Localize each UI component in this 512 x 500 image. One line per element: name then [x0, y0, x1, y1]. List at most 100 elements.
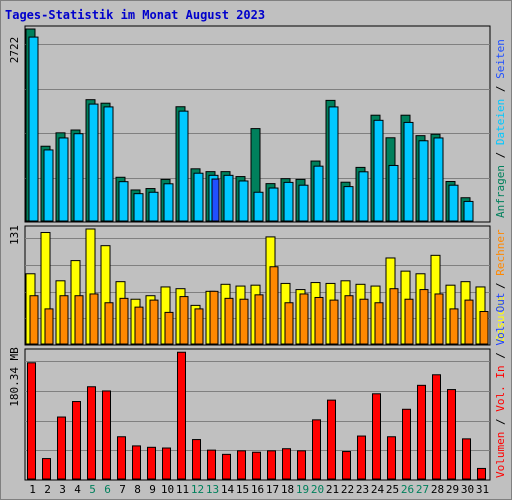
dateien-bar — [43, 149, 54, 222]
volumen-bar — [162, 447, 171, 480]
legend-item: Anfragen — [494, 165, 507, 218]
volumen-bar — [327, 399, 336, 480]
x-tick-label: 21 — [326, 483, 339, 496]
side-legends: Anfragen / Dateien / Seiten Besuche / Rec… — [494, 39, 507, 478]
dateien-bar — [373, 119, 384, 222]
volumen-bar — [252, 451, 261, 480]
dateien-bar — [403, 121, 414, 222]
rechner-bar — [299, 293, 309, 345]
legend-separator: / — [494, 276, 507, 296]
dateien-bar — [193, 172, 204, 222]
dateien-bar — [73, 133, 84, 222]
rechner-bar — [89, 293, 99, 345]
dateien-bar — [178, 110, 189, 222]
dateien-bar — [118, 181, 129, 222]
legend-separator: / — [494, 145, 507, 165]
volumen-bar — [447, 389, 456, 480]
volumen-bar — [192, 439, 201, 480]
x-tick-label: 6 — [104, 483, 111, 496]
volumen-bar — [147, 446, 156, 480]
dateien-bar — [358, 171, 369, 222]
legend-item: Seiten — [494, 39, 507, 79]
y-axis-labels: 2722 131 180.34 MB — [8, 37, 21, 407]
dateien-bar — [388, 164, 399, 222]
x-tick-label: 25 — [386, 483, 399, 496]
dateien-bar — [238, 180, 249, 222]
x-tick-label: 24 — [371, 483, 385, 496]
volumen-bar — [207, 449, 216, 480]
x-tick-label: 8 — [134, 483, 141, 496]
volumen-bar — [402, 408, 411, 480]
volumen-bar — [462, 438, 471, 480]
rechner-bar — [119, 297, 129, 345]
dateien-bar — [88, 103, 99, 222]
volumen-bar — [312, 419, 321, 480]
legend-separator: / — [494, 79, 507, 99]
visits-legend: Besuche / Rechner — [494, 229, 507, 342]
rechner-bar — [329, 299, 339, 345]
x-tick-label: 28 — [431, 483, 444, 496]
legend-item: Volumen — [494, 432, 507, 478]
rechner-bar — [269, 266, 279, 345]
x-tick-label: 16 — [251, 483, 264, 496]
rechner-bar — [389, 288, 399, 345]
volumen-bar — [387, 436, 396, 480]
rechner-bar — [164, 311, 174, 345]
volumen-bar — [432, 374, 441, 480]
dateien-bar — [223, 174, 234, 222]
rechner-bar — [404, 298, 414, 345]
dateien-bar — [253, 191, 264, 222]
dateien-bar — [148, 191, 159, 222]
rechner-bar — [44, 308, 54, 345]
dateien-bar — [433, 137, 444, 222]
x-tick-label: 30 — [461, 483, 474, 496]
volume-legend: Volumen / Vol. In / Vol. Out — [494, 293, 507, 478]
rechner-bar — [29, 295, 39, 345]
x-tick-label: 26 — [401, 483, 414, 496]
hits-ytick-label: 2722 — [8, 37, 21, 64]
hits-panel — [24, 25, 491, 223]
volumen-bar — [267, 450, 276, 480]
volumen-bar — [132, 445, 141, 480]
volumen-bar — [27, 362, 36, 480]
x-tick-label: 18 — [281, 483, 294, 496]
volumen-bar — [57, 416, 66, 480]
dateien-bar — [283, 181, 294, 222]
volumen-bar — [87, 386, 96, 480]
rechner-bar — [419, 289, 429, 345]
rechner-bar — [224, 297, 234, 345]
x-tick-label: 10 — [161, 483, 174, 496]
volumen-bar — [237, 450, 246, 480]
dateien-bar — [133, 193, 144, 222]
rechner-bar — [344, 295, 354, 345]
x-tick-label: 20 — [311, 483, 324, 496]
visits-panel — [24, 225, 491, 346]
volumen-bar — [342, 451, 351, 480]
dateien-bar — [163, 183, 174, 222]
volumen-bar — [42, 458, 51, 480]
x-tick-label: 31 — [476, 483, 489, 496]
dateien-bar — [418, 140, 429, 222]
rechner-bar — [464, 299, 474, 345]
rechner-bar — [179, 296, 189, 345]
rechner-bar — [479, 311, 489, 345]
x-tick-label: 9 — [149, 483, 156, 496]
volume-ytick-label: 180.34 MB — [8, 347, 21, 407]
x-tick-label: 4 — [74, 483, 81, 496]
rechner-bar — [284, 302, 294, 345]
dateien-bar — [103, 106, 114, 222]
hits-legend: Anfragen / Dateien / Seiten — [494, 39, 507, 218]
volumen-bar — [297, 450, 306, 480]
rechner-bar — [104, 302, 114, 345]
x-tick-label: 19 — [296, 483, 309, 496]
legend-separator: / — [494, 412, 507, 432]
volumen-bar — [117, 436, 126, 480]
volumen-bar — [222, 453, 231, 480]
volumen-bar — [72, 401, 81, 480]
rechner-bar — [239, 298, 249, 345]
x-tick-label: 15 — [236, 483, 249, 496]
legend-item: Vol. Out — [494, 293, 507, 346]
rechner-bar — [374, 302, 384, 345]
dateien-bar — [268, 187, 279, 222]
